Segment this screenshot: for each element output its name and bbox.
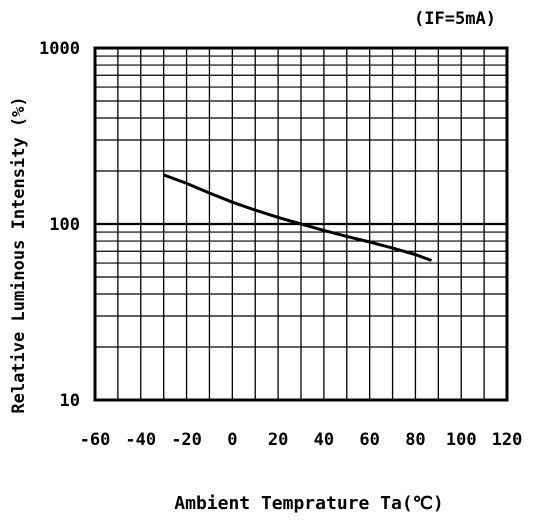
y-tick-labels: 10 100 1000 [39, 39, 80, 411]
x-tick-label: 20 [268, 430, 288, 450]
x-tick-label: 100 [446, 430, 477, 450]
series-line [163, 173, 433, 262]
x-tick-labels: -60 -40 -20 0 20 40 60 80 100 120 [80, 430, 523, 450]
plot-frame [93, 46, 509, 402]
x-axis-label: Ambient Temprature Ta(℃) [174, 493, 443, 514]
y-tick-label: 100 [49, 215, 80, 235]
x-tick-label: 0 [227, 430, 237, 450]
condition-annotation: (IF=5mA) [414, 9, 496, 29]
x-tick-label: 120 [492, 430, 523, 450]
x-tick-label: 40 [314, 430, 334, 450]
x-tick-label: 80 [405, 430, 425, 450]
y-tick-label: 1000 [39, 39, 80, 59]
x-tick-label: -20 [171, 430, 202, 450]
x-tick-label: 60 [359, 430, 379, 450]
y-axis-label: Relative Luminous Intensity (%) [9, 96, 29, 413]
grid [95, 48, 507, 400]
x-tick-label: -40 [125, 430, 156, 450]
x-tick-label: -60 [80, 430, 111, 450]
y-tick-label: 10 [60, 391, 80, 411]
